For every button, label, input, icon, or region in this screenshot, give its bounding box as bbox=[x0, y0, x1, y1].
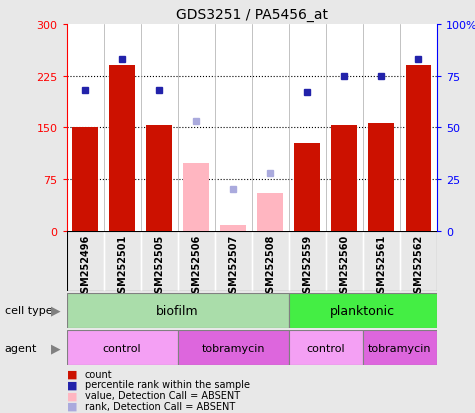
Bar bbox=[257, 193, 283, 231]
Text: GSM252559: GSM252559 bbox=[302, 234, 313, 299]
Bar bbox=[66, 293, 289, 328]
Text: GSM252560: GSM252560 bbox=[339, 234, 350, 299]
Text: ■: ■ bbox=[66, 369, 77, 379]
Text: tobramycin: tobramycin bbox=[201, 343, 265, 353]
Bar bbox=[183, 164, 209, 231]
Text: control: control bbox=[103, 343, 142, 353]
Text: planktonic: planktonic bbox=[330, 304, 396, 317]
Text: cell type: cell type bbox=[5, 306, 52, 316]
Bar bbox=[363, 330, 437, 366]
Text: GSM252506: GSM252506 bbox=[191, 234, 201, 299]
Text: rank, Detection Call = ABSENT: rank, Detection Call = ABSENT bbox=[85, 401, 235, 411]
Bar bbox=[406, 66, 431, 231]
Text: percentile rank within the sample: percentile rank within the sample bbox=[85, 380, 249, 389]
Text: ■: ■ bbox=[66, 401, 77, 411]
Bar bbox=[220, 226, 246, 231]
Bar bbox=[369, 123, 394, 231]
Text: GSM252561: GSM252561 bbox=[376, 234, 387, 299]
Text: count: count bbox=[85, 369, 112, 379]
Bar bbox=[178, 330, 289, 366]
Text: GSM252508: GSM252508 bbox=[265, 234, 275, 299]
Text: GSM252501: GSM252501 bbox=[117, 234, 127, 299]
Bar bbox=[109, 66, 135, 231]
Bar bbox=[146, 126, 172, 231]
Text: tobramycin: tobramycin bbox=[368, 343, 432, 353]
Text: ■: ■ bbox=[66, 380, 77, 389]
Bar bbox=[289, 293, 437, 328]
Bar bbox=[294, 143, 320, 231]
Text: biofilm: biofilm bbox=[156, 304, 199, 317]
Text: GSM252562: GSM252562 bbox=[413, 234, 424, 299]
Text: agent: agent bbox=[5, 343, 37, 353]
Text: ▶: ▶ bbox=[51, 304, 61, 317]
Text: GSM252496: GSM252496 bbox=[80, 234, 90, 299]
Bar bbox=[72, 128, 98, 231]
Text: GSM252505: GSM252505 bbox=[154, 234, 164, 299]
Text: GSM252507: GSM252507 bbox=[228, 234, 238, 299]
Text: ▶: ▶ bbox=[51, 341, 61, 354]
Text: control: control bbox=[306, 343, 345, 353]
Bar bbox=[332, 126, 357, 231]
Title: GDS3251 / PA5456_at: GDS3251 / PA5456_at bbox=[176, 8, 328, 22]
Text: value, Detection Call = ABSENT: value, Detection Call = ABSENT bbox=[85, 390, 240, 400]
Text: ■: ■ bbox=[66, 390, 77, 400]
Bar bbox=[289, 330, 363, 366]
Bar bbox=[66, 330, 178, 366]
